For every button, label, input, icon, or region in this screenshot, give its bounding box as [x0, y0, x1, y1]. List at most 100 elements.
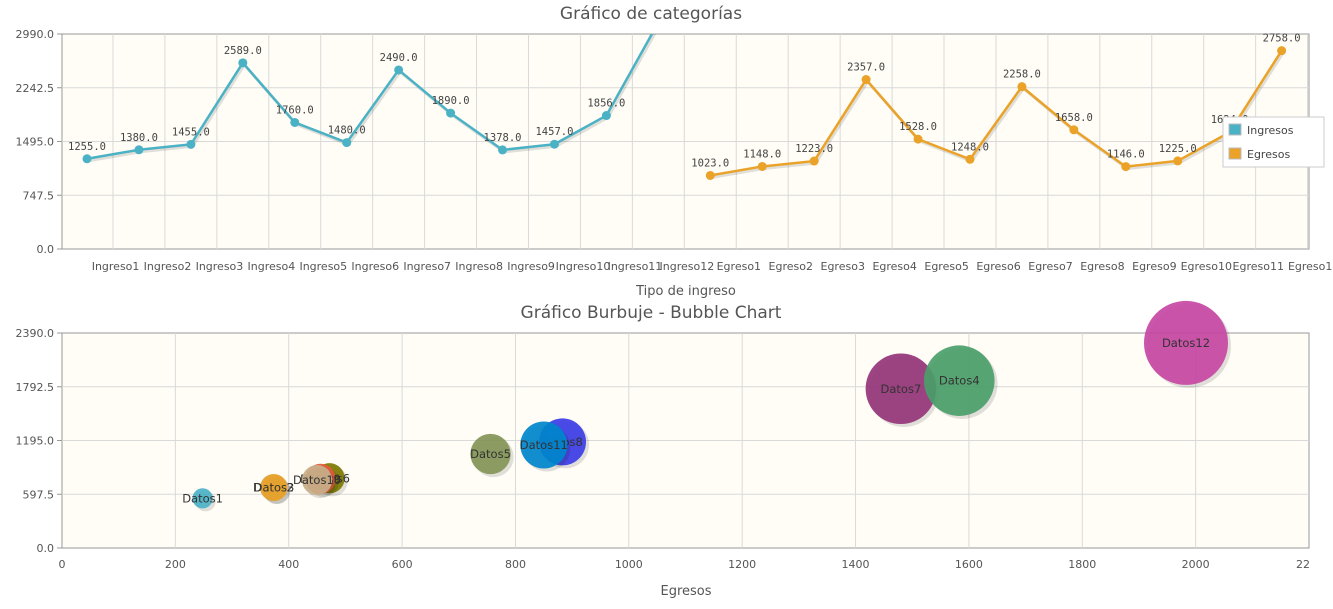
point-ingresos[interactable]: [238, 58, 248, 68]
point-egresos[interactable]: [1277, 46, 1287, 56]
bubble-datos7[interactable]: Datos7: [865, 353, 940, 428]
bubble-datos10[interactable]: Datos10: [293, 464, 341, 499]
bubble-circle[interactable]: [192, 488, 213, 509]
point-label-egresos: 1658.0: [1055, 112, 1093, 124]
point-egresos[interactable]: [1017, 82, 1027, 92]
x-tick-label-ingreso9: Ingreso9: [507, 260, 555, 273]
point-label-ingresos: 1856.0: [587, 98, 625, 110]
point-egresos[interactable]: [861, 75, 871, 85]
point-label-egresos: 1528.0: [899, 121, 937, 133]
y-tick-label: 0.0: [37, 542, 55, 555]
y-tick-label: 1495.0: [16, 136, 55, 149]
x-tick-label-ingreso8: Ingreso8: [455, 260, 503, 273]
point-egresos[interactable]: [1121, 162, 1131, 172]
point-egresos[interactable]: [1069, 125, 1079, 135]
point-ingresos[interactable]: [498, 145, 508, 155]
bubble-shadow: [308, 466, 339, 498]
series-layer: [82, 34, 1287, 180]
point-egresos[interactable]: [965, 154, 975, 164]
bubble-circle[interactable]: [865, 353, 937, 425]
point-label-ingresos: 1457.0: [535, 126, 573, 138]
bubble-circle[interactable]: [520, 421, 568, 469]
bubble-circle[interactable]: [301, 464, 333, 496]
x-tick-label-ingreso11: Ingreso11: [608, 260, 663, 273]
bubble-datos2[interactable]: Datos2: [253, 474, 294, 504]
point-egresos[interactable]: [705, 170, 715, 180]
bubble-datos1[interactable]: Datos1: [182, 488, 223, 512]
x-tick-label: 800: [505, 558, 526, 571]
point-egresos[interactable]: [1173, 156, 1183, 166]
bubble-circle[interactable]: [470, 433, 511, 475]
x-tick-label: 1400: [842, 558, 870, 571]
bubble-circle[interactable]: [923, 345, 995, 416]
bubble-chart-title: Gráfico Burbuje - Bubble Chart: [521, 303, 782, 323]
x-tick-label-egreso2: Egreso2: [769, 260, 813, 273]
point-ingresos[interactable]: [549, 139, 559, 149]
bubble-circle[interactable]: [538, 418, 587, 466]
bubble-shadow: [926, 348, 998, 419]
bubble-datos8[interactable]: Datos8: [538, 418, 590, 469]
grid-lines: [62, 34, 1309, 249]
bubble-shadow: [868, 356, 940, 428]
point-ingresos[interactable]: [601, 111, 611, 121]
bubble-datos9[interactable]: Datos9: [300, 463, 341, 498]
x-tick-label-ingreso10: Ingreso10: [556, 260, 611, 273]
x-tick-label-egreso5: Egreso5: [924, 260, 968, 273]
point-label-egresos: 1023.0: [691, 157, 729, 169]
x-tick-label-ingreso2: Ingreso2: [144, 260, 192, 273]
bubble-datos12[interactable]: Datos12: [1144, 300, 1232, 388]
point-label-egresos: 2758.0: [1263, 33, 1301, 45]
point-labels: 1255.0 1380.0 1455.0 2589.0 1760.0 1480.0 2490…: [68, 33, 1301, 170]
x-tick-label-ingreso3: Ingreso3: [196, 260, 244, 273]
series-shadow-egresos: [711, 51, 1285, 179]
point-label-ingresos: 1890.0: [432, 95, 470, 107]
point-ingresos[interactable]: [446, 108, 456, 118]
bubble-datos4[interactable]: Datos4: [923, 345, 998, 419]
bubble-x-axis-label: Egresos: [660, 584, 711, 599]
bubble-shadow: [1147, 303, 1232, 388]
bubble-label: Datos8: [542, 435, 583, 449]
point-ingresos[interactable]: [394, 65, 404, 75]
x-tick-label: 22: [1296, 558, 1310, 571]
bubble-circle[interactable]: [314, 463, 345, 494]
point-ingresos[interactable]: [342, 138, 352, 148]
point-label-ingresos: 2490.0: [380, 52, 418, 64]
point-egresos[interactable]: [809, 156, 819, 166]
point-egresos[interactable]: [757, 161, 767, 171]
point-label-egresos: 1223.0: [795, 143, 833, 155]
y-tick-label: 597.5: [23, 488, 55, 501]
point-ingresos[interactable]: [290, 117, 300, 127]
point-ingresos[interactable]: [134, 145, 144, 155]
line-chart: Gráfico de categorías 0.0 747.5 1495.0 2242…: [16, 4, 1333, 273]
bubble-circle[interactable]: [1144, 300, 1229, 385]
bubble-datos11[interactable]: Datos11: [520, 421, 571, 472]
bubble-circle[interactable]: [260, 474, 288, 501]
legend-label-egresos: Egresos: [1247, 148, 1290, 161]
point-ingresos[interactable]: [186, 139, 196, 149]
x-tick-label: 2000: [1182, 558, 1210, 571]
bubble-label: Datos2: [253, 481, 294, 495]
bubble-shadow: [304, 467, 336, 499]
x-tick-label-egreso4: Egreso4: [872, 260, 916, 273]
bubble-shadow: [541, 421, 590, 469]
x-tick-label-egreso10: Egreso10: [1181, 260, 1232, 273]
bubble-y-axis-ticks: 0.0 597.5 1195.0 1792.5 2390.0: [16, 327, 62, 555]
y-tick-label: 1195.0: [16, 435, 55, 448]
bubble-circle[interactable]: [259, 474, 287, 501]
y-tick-label: 747.5: [23, 189, 55, 202]
x-tick-label: 600: [392, 558, 413, 571]
x-tick-label-egreso1: Egreso1: [717, 260, 761, 273]
series-line-egresos: [710, 50, 1283, 177]
legend-swatch-egresos: [1228, 147, 1242, 160]
y-tick-label: 1792.5: [16, 381, 55, 394]
point-label-ingresos: 2589.0: [224, 45, 262, 57]
bubble-datos3[interactable]: Datos3: [254, 474, 295, 504]
point-egresos[interactable]: [913, 134, 923, 144]
point-label-ingresos: 1480.0: [328, 125, 366, 137]
bubble-circle[interactable]: [305, 463, 336, 495]
bubble-datos6[interactable]: Datos6: [309, 463, 350, 497]
point-ingresos[interactable]: [82, 154, 92, 164]
bubble-datos5[interactable]: Datos5: [470, 433, 514, 478]
bubble-label: Datos7: [881, 382, 922, 396]
point-label-ingresos: 1760.0: [276, 104, 314, 116]
